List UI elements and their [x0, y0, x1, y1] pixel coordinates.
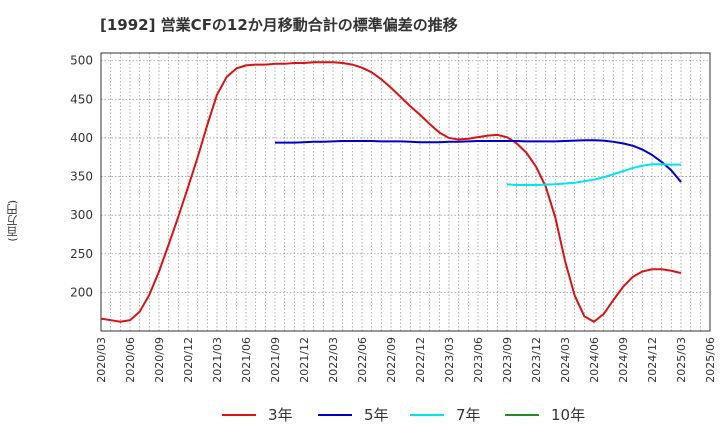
y-tick-label: 350	[70, 170, 93, 184]
series-line-7年	[506, 163, 681, 187]
x-tick-label: 2021/03	[211, 337, 224, 383]
x-tick-label: 2023/03	[443, 337, 456, 383]
x-tick-label: 2023/09	[501, 337, 514, 383]
x-tick-label: 2022/03	[327, 337, 340, 383]
plot-frame	[100, 52, 711, 332]
x-tick-label: 2024/09	[617, 337, 630, 383]
legend-item: 7年	[410, 404, 481, 425]
legend-item: 10年	[505, 404, 585, 425]
chart-legend: 3年 5年 7年 10年	[0, 400, 720, 430]
x-tick-label: 2023/12	[530, 337, 543, 383]
legend-item: 5年	[318, 404, 389, 425]
x-tick-label: 2020/06	[124, 337, 137, 383]
x-tick-label: 2020/09	[153, 337, 166, 383]
x-tick-label: 2021/06	[240, 337, 253, 383]
legend-label: 10年	[551, 406, 586, 424]
y-tick-label: 400	[70, 131, 93, 145]
x-tick-label: 2022/09	[385, 337, 398, 383]
series-line-3年	[100, 61, 682, 323]
x-tick-label: 2022/12	[414, 337, 427, 383]
legend-swatch	[505, 413, 539, 416]
legend-label: 7年	[456, 406, 481, 424]
legend-swatch	[410, 413, 444, 416]
x-tick-label: 2024/06	[588, 337, 601, 383]
x-tick-label: 2020/12	[182, 337, 195, 383]
x-tick-label: 2021/09	[269, 337, 282, 383]
y-tick-label: 250	[70, 247, 93, 261]
legend-swatch	[318, 413, 352, 416]
x-tick-label: 2022/06	[356, 337, 369, 383]
x-tick-label: 2021/12	[298, 337, 311, 383]
x-tick-label: 2024/12	[646, 337, 659, 383]
x-tick-label: 2025/06	[704, 337, 717, 383]
y-tick-label: 300	[70, 208, 93, 222]
x-tick-label: 2025/03	[675, 337, 688, 383]
y-tick-label: 450	[70, 92, 93, 106]
legend-label: 3年	[268, 406, 293, 424]
series-line-5年	[275, 139, 682, 183]
chart-title: [1992] 営業CFの12か月移動合計の標準偏差の推移	[100, 16, 458, 34]
y-tick-label: 500	[70, 54, 93, 68]
legend-label: 5年	[364, 406, 389, 424]
line-chart: 200 250 300 350 400 450 500 2020/03 2020/06 2020/…	[70, 52, 717, 383]
y-tick-label: 200	[70, 285, 93, 299]
x-tick-label: 2024/03	[559, 337, 572, 383]
legend-item: 3年	[222, 404, 293, 425]
legend-swatch	[222, 413, 256, 416]
x-tick-label: 2023/06	[472, 337, 485, 383]
x-tick-label: 2020/03	[95, 337, 108, 383]
